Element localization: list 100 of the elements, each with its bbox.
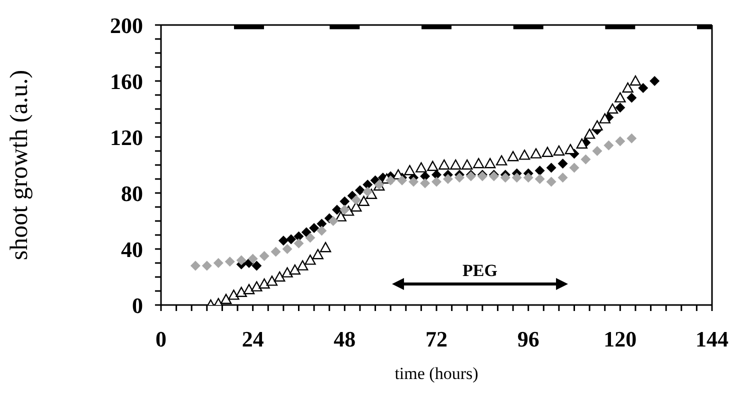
y-tick-label: 200 (110, 12, 143, 38)
point (534, 166, 545, 176)
x-tick-label: 0 (156, 326, 166, 352)
point (335, 211, 346, 222)
point (296, 260, 308, 270)
point (454, 172, 464, 183)
x-tick-label: 72 (426, 326, 448, 352)
point (332, 204, 342, 215)
point (553, 145, 565, 156)
point (397, 175, 408, 186)
point (320, 242, 332, 252)
point (484, 158, 496, 168)
point (592, 146, 602, 156)
point (615, 102, 626, 113)
point (213, 258, 224, 268)
point (558, 172, 568, 183)
point (386, 175, 396, 186)
point (190, 260, 200, 271)
point (558, 158, 568, 169)
point (472, 158, 484, 168)
point (301, 227, 312, 238)
y-tick-label: 120 (110, 124, 143, 150)
y-tick-label: 160 (110, 68, 143, 94)
x-tick-label: 120 (604, 326, 637, 352)
point (316, 218, 327, 229)
point (584, 128, 596, 139)
point (546, 176, 556, 187)
point (289, 264, 301, 275)
point (615, 136, 626, 146)
point (450, 159, 462, 170)
point (278, 236, 288, 246)
point (362, 180, 373, 190)
point (362, 186, 373, 197)
point (236, 286, 247, 297)
point (340, 204, 350, 215)
annotation: PEG (462, 261, 498, 280)
point (316, 226, 327, 236)
point (243, 284, 255, 294)
point (224, 256, 235, 267)
point (340, 196, 350, 206)
point (507, 151, 519, 162)
point (650, 76, 660, 86)
point (518, 150, 530, 160)
point (622, 82, 634, 93)
point (496, 155, 508, 166)
point (592, 120, 603, 130)
x-tick-label: 24 (242, 326, 264, 352)
point (304, 254, 316, 265)
point (220, 294, 232, 304)
point (266, 276, 278, 286)
point (576, 138, 588, 149)
point (328, 216, 338, 226)
point (599, 113, 610, 124)
x-axis-title: time (hours) (394, 364, 478, 383)
point (274, 271, 286, 282)
point (408, 176, 419, 187)
point (404, 165, 416, 176)
point (282, 267, 293, 278)
point (259, 251, 270, 261)
point (530, 148, 542, 158)
x-tick-label: 144 (696, 326, 728, 352)
point (606, 103, 618, 114)
point (462, 159, 473, 170)
point (512, 172, 522, 183)
point (523, 172, 534, 183)
point (202, 260, 212, 271)
point (442, 174, 453, 184)
point (252, 260, 262, 271)
point (286, 234, 296, 244)
point (432, 176, 442, 187)
point (282, 244, 292, 254)
point (534, 174, 545, 184)
point (500, 172, 510, 183)
point (358, 196, 370, 206)
point (542, 146, 554, 157)
point (248, 254, 258, 264)
point (626, 133, 637, 144)
point (638, 83, 648, 93)
point (354, 185, 365, 196)
point (438, 159, 450, 170)
point (251, 281, 262, 292)
point (228, 290, 240, 300)
point (258, 278, 270, 289)
point (580, 154, 591, 164)
point (427, 160, 438, 171)
point (305, 232, 316, 243)
point (312, 249, 324, 260)
x-tick-label: 96 (517, 326, 540, 352)
point (614, 92, 626, 102)
point (630, 75, 642, 86)
point (604, 140, 614, 150)
point (351, 195, 362, 205)
point (294, 238, 304, 248)
y-tick-label: 40 (121, 236, 143, 262)
x-tick-label: 48 (334, 326, 356, 352)
point (626, 92, 637, 103)
y-tick-label: 80 (121, 180, 143, 206)
point (236, 255, 246, 266)
y-axis-title: shoot growth (a.u.) (6, 70, 33, 260)
point (416, 162, 427, 172)
